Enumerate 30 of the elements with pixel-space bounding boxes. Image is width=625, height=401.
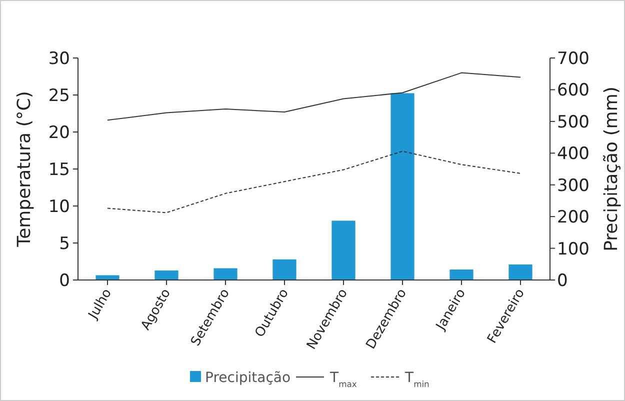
bar [508, 264, 532, 280]
y2-tick-label: 600 [557, 80, 590, 101]
y-tick-label: 20 [48, 123, 70, 143]
legend-label: Precipitação [205, 370, 291, 386]
y2-tick-label: 200 [557, 208, 590, 228]
bar [96, 275, 120, 280]
y-axis-title: Temperatura (°C) [14, 91, 35, 248]
legend-label: T$_{min}$ [404, 370, 430, 389]
y2-tick-label: 500 [557, 112, 590, 132]
line-series [107, 72, 521, 121]
y-tick-label: 30 [48, 49, 70, 69]
y-tick-label: 15 [48, 160, 70, 180]
y-tick-label: 10 [48, 197, 70, 217]
y2-tick-label: 700 [557, 49, 590, 69]
y2-tick-label: 400 [557, 144, 590, 164]
y-tick-label: 0 [59, 271, 70, 291]
y2-tick-label: 300 [557, 176, 590, 196]
y2-tick-label: 0 [557, 271, 568, 291]
bar [272, 259, 296, 280]
y2-axis-title: Precipitação (mm) [601, 86, 622, 252]
line-series [107, 150, 521, 214]
bar [390, 93, 414, 280]
y2-tick-label: 100 [557, 239, 590, 260]
bar [450, 270, 474, 280]
bar [332, 220, 356, 280]
bar [214, 268, 238, 280]
y-tick-label: 25 [48, 86, 70, 106]
legend-label: T$_{max}$ [329, 370, 357, 389]
bar [154, 270, 178, 280]
y-tick-label: 5 [59, 234, 70, 254]
